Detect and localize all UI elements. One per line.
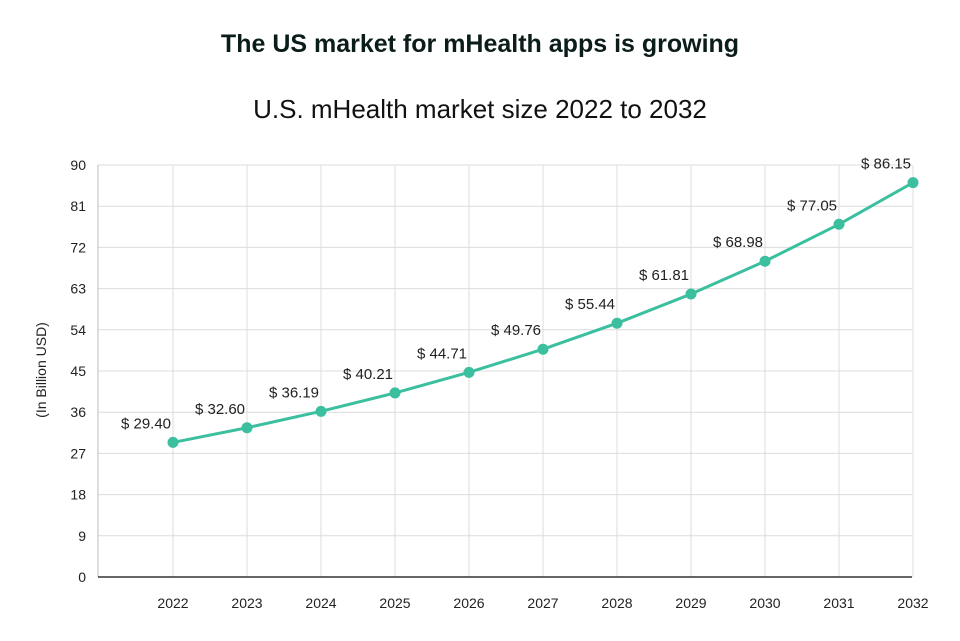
data-label: $ 55.44 [565,296,615,313]
data-label: $ 68.98 [713,234,763,251]
axes [97,165,912,578]
x-tick-label: 2026 [453,595,484,611]
x-tick-label: 2027 [527,595,558,611]
data-point [685,288,697,300]
x-tick-label: 2029 [675,595,706,611]
data-label: $ 29.40 [121,415,171,432]
y-tick-label: 90 [70,157,86,173]
x-tick-label: 2030 [749,595,780,611]
x-tick-label: 2031 [823,595,854,611]
data-label: $ 77.05 [787,197,837,214]
data-labels: $ 29.40 $ 32.60 $ 36.19 $ 40.21 $ 44.71 $ 49.… [121,156,911,433]
data-point [611,317,623,329]
data-point [537,343,549,355]
y-tick-label: 72 [70,239,86,255]
data-label: $ 40.21 [343,366,393,383]
x-tick-label: 2025 [379,595,410,611]
data-label: $ 36.19 [269,384,319,401]
data-point [389,387,401,399]
data-point [907,177,919,189]
y-tick-label: 45 [70,363,86,379]
y-tick-label: 54 [70,322,86,338]
data-label: $ 86.15 [861,156,911,173]
chart-title: The US market for mHealth apps is growin… [220,30,740,58]
x-tick-label: 2032 [897,595,928,611]
grid-lines [98,164,914,577]
y-axis-label: (In Billion USD) [33,322,49,418]
x-tick-label: 2023 [231,595,262,611]
y-tick-labels: 0 9 18 27 36 45 54 63 72 81 90 [70,157,86,585]
y-tick-label: 0 [78,569,86,585]
x-tick-label: 2024 [305,595,336,611]
y-tick-label: 27 [70,445,86,461]
y-tick-label: 36 [70,404,86,420]
data-label: $ 49.76 [491,322,541,339]
y-tick-label: 63 [70,281,86,297]
data-label: $ 32.60 [195,401,245,418]
data-point [241,422,253,434]
x-tick-label: 2022 [157,595,188,611]
y-tick-label: 9 [78,528,86,544]
x-tick-label: 2028 [601,595,632,611]
data-point [759,255,771,267]
y-tick-label: 81 [70,198,86,214]
data-label: $ 61.81 [639,267,689,284]
data-point [167,436,179,448]
y-tick-label: 18 [70,487,86,503]
x-tick-labels: 2022 2023 2024 2025 2026 2027 2028 2029 2030 2031… [157,595,928,611]
data-point [833,218,845,230]
data-points [167,177,919,448]
data-point [463,366,475,378]
data-point [315,405,327,417]
data-label: $ 44.71 [417,345,467,362]
chart-subtitle: U.S. mHealth market size 2022 to 2032 [253,94,707,124]
